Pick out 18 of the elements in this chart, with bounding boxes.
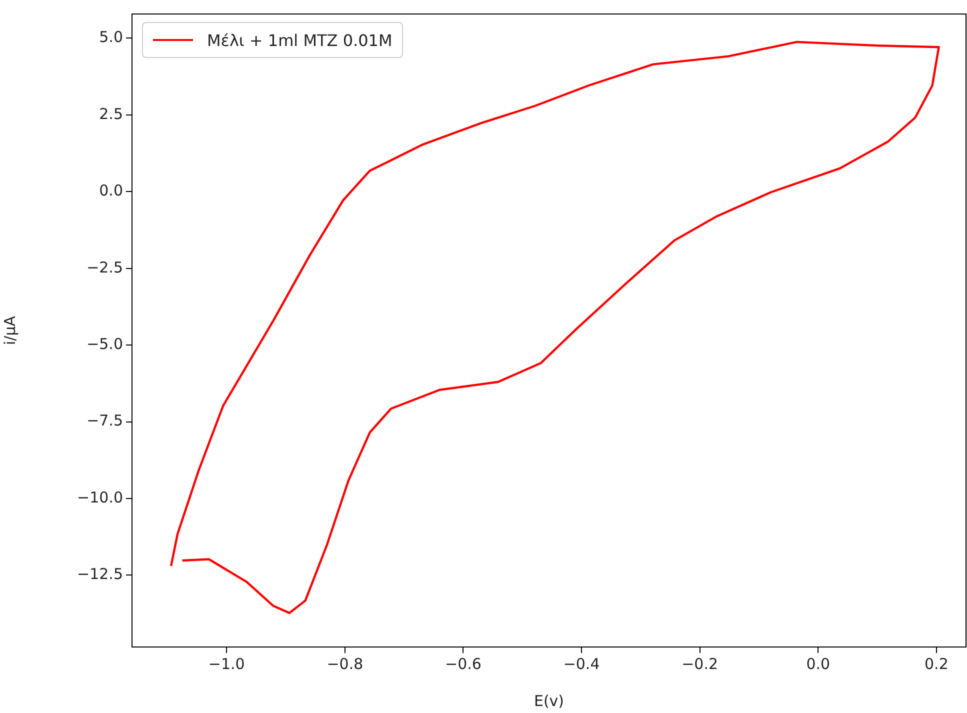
x-axis-title: E(v) <box>534 692 564 710</box>
y-tick-label: −10.0 <box>77 488 123 506</box>
x-tick-label: 0.0 <box>806 654 830 673</box>
y-axis-title: i/μA <box>0 315 19 346</box>
y-tick-label: 2.5 <box>99 104 123 123</box>
legend-label: Μέλι + 1ml MTZ 0.01M <box>207 30 392 50</box>
y-tick-label: −12.5 <box>77 565 123 584</box>
y-tick-label: 0.0 <box>99 182 123 200</box>
y-tick-label: 5.0 <box>99 28 123 46</box>
x-tick-label: −0.4 <box>563 654 600 673</box>
x-tick-label: −0.2 <box>682 654 718 673</box>
x-tick-label: −0.6 <box>445 654 482 673</box>
x-tick-label: −0.8 <box>326 654 364 673</box>
x-tick-label: −1.0 <box>208 654 245 673</box>
x-tick-label: 0.2 <box>924 654 948 673</box>
y-tick-label: −5.0 <box>86 334 123 353</box>
y-tick-label: −7.5 <box>86 412 123 430</box>
y-tick-label: −2.5 <box>86 258 123 276</box>
